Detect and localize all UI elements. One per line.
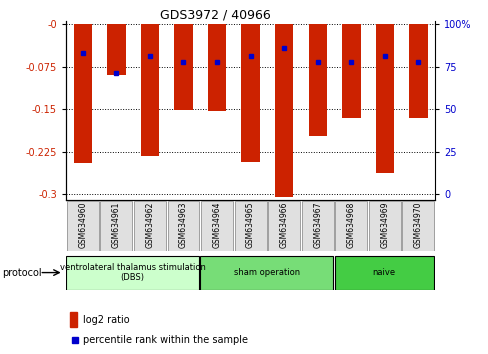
- Bar: [200, 256, 332, 290]
- Bar: [207, 24, 226, 111]
- Text: protocol: protocol: [2, 268, 42, 278]
- Bar: [301, 200, 333, 251]
- Text: GSM634961: GSM634961: [112, 201, 121, 248]
- Text: naive: naive: [372, 268, 395, 277]
- Text: GSM634968: GSM634968: [346, 201, 355, 248]
- Bar: [67, 200, 99, 251]
- Bar: [141, 24, 159, 156]
- Text: log2 ratio: log2 ratio: [82, 315, 129, 325]
- Bar: [201, 200, 232, 251]
- Bar: [342, 24, 360, 118]
- Bar: [134, 200, 165, 251]
- Bar: [234, 200, 266, 251]
- Bar: [73, 24, 92, 163]
- Text: GSM634965: GSM634965: [245, 201, 255, 248]
- Bar: [241, 24, 259, 162]
- Text: GSM634966: GSM634966: [279, 201, 288, 248]
- Text: GSM634967: GSM634967: [313, 201, 322, 248]
- Text: GSM634964: GSM634964: [212, 201, 221, 248]
- Bar: [334, 256, 433, 290]
- Text: ventrolateral thalamus stimulation
(DBS): ventrolateral thalamus stimulation (DBS): [60, 263, 205, 282]
- Bar: [70, 312, 77, 327]
- Text: sham operation: sham operation: [233, 268, 299, 277]
- Bar: [167, 200, 199, 251]
- Bar: [402, 200, 433, 251]
- Bar: [66, 256, 199, 290]
- Text: GSM634963: GSM634963: [179, 201, 187, 248]
- Text: GSM634969: GSM634969: [380, 201, 388, 248]
- Text: GSM634962: GSM634962: [145, 201, 154, 248]
- Bar: [368, 200, 400, 251]
- Bar: [408, 24, 427, 118]
- Text: GSM634960: GSM634960: [78, 201, 87, 248]
- Bar: [308, 24, 326, 136]
- Text: percentile rank within the sample: percentile rank within the sample: [82, 335, 247, 345]
- Bar: [100, 200, 132, 251]
- Bar: [375, 24, 393, 173]
- Text: GSM634970: GSM634970: [413, 201, 422, 248]
- Bar: [174, 24, 192, 110]
- Bar: [335, 200, 366, 251]
- Bar: [107, 24, 125, 75]
- Text: GDS3972 / 40966: GDS3972 / 40966: [160, 9, 270, 22]
- Bar: [268, 200, 300, 251]
- Bar: [274, 24, 293, 197]
